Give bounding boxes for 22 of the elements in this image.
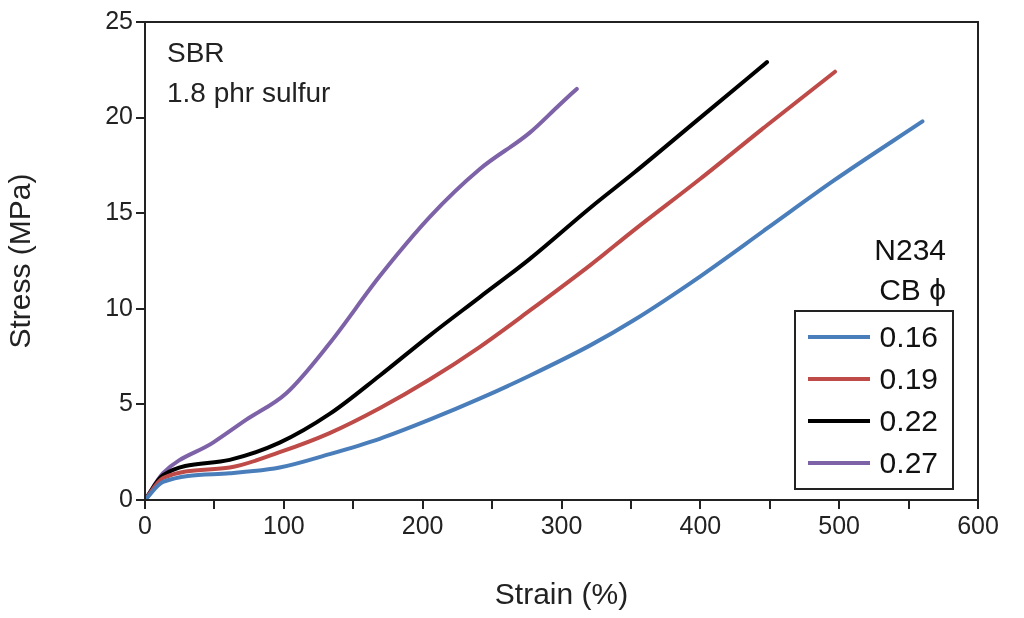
legend-label: 0.22 (879, 404, 938, 438)
x-axis-title: Strain (%) (494, 577, 629, 611)
y-tick-label: 25 (105, 5, 133, 34)
x-tick-label: 300 (540, 510, 583, 539)
y-axis-title: Stress (MPa) (3, 173, 37, 349)
annotation: 1.8 phr sulfur (167, 76, 331, 108)
y-tick-label: 0 (119, 483, 133, 512)
x-tick-label: 500 (818, 510, 861, 539)
annotation: SBR (167, 36, 225, 68)
y-tick-label: 15 (105, 197, 133, 226)
legend-label: 0.19 (879, 362, 938, 396)
x-tick-label: 100 (262, 510, 305, 539)
x-tick-label: 200 (401, 510, 444, 539)
legend-title: N234 CB ϕ (873, 232, 947, 308)
legend-label: 0.27 (879, 446, 938, 480)
legend-label: 0.16 (879, 320, 938, 354)
x-tick-label: 400 (679, 510, 722, 539)
y-tick-label: 5 (119, 388, 133, 417)
x-tick-label: 0 (138, 510, 152, 539)
y-tick-label: 10 (105, 292, 133, 321)
y-tick-label: 20 (105, 101, 133, 130)
x-tick-label: 600 (957, 510, 999, 539)
